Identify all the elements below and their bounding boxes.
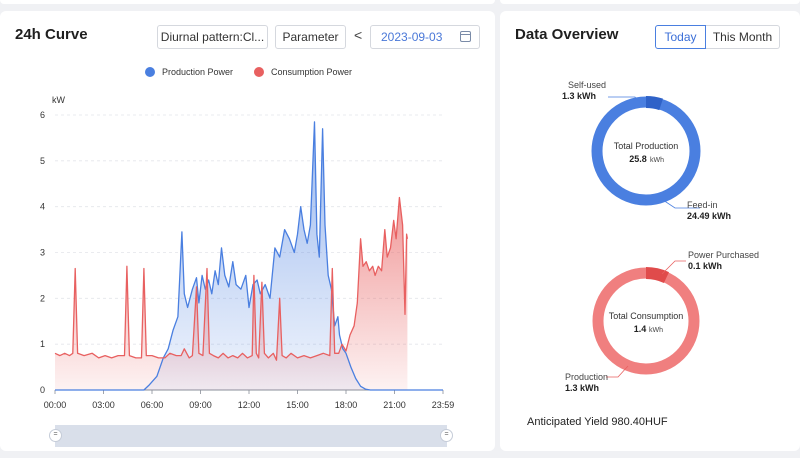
production-center-value: 25.8 (629, 154, 647, 164)
legend-production-label: Production Power (162, 67, 233, 77)
production-ring (591, 96, 701, 206)
overview-donuts: Total Production 25.8 kWh Self-used 1.3 … (562, 80, 759, 393)
date-value: 2023-09-03 (381, 30, 443, 44)
legend-production-marker[interactable] (145, 67, 155, 77)
top-strip (0, 0, 800, 6)
date-picker[interactable]: 2023-09-03 (370, 25, 480, 49)
x-tick-label: 06:00 (141, 400, 164, 410)
purchased-value: 0.1 kWh (688, 261, 722, 271)
legend-consumption-marker[interactable] (254, 67, 264, 77)
y-tick-label: 4 (40, 202, 45, 212)
x-tick-label: 15:00 (286, 400, 309, 410)
tab-this-month[interactable]: This Month (706, 25, 780, 49)
slider-left-handle[interactable]: = (49, 429, 62, 442)
y-tick-label: 1 (40, 339, 45, 349)
chart-legend: Production Power Consumption Power (145, 67, 352, 77)
purchased-label: Power Purchased (688, 250, 759, 260)
self-used-value: 1.3 kWh (562, 91, 596, 101)
x-tick-label: 23:59 (432, 400, 455, 410)
production-area (55, 121, 443, 391)
consumption-center-value: 1.4 (634, 324, 647, 334)
curve-title: 24h Curve (15, 26, 88, 43)
slider-right-handle[interactable]: = (440, 429, 453, 442)
prev-date-button[interactable]: < (354, 27, 363, 43)
production-center-title: Total Production (614, 141, 679, 151)
y-tick-label: 5 (40, 156, 45, 166)
production-value: 1.3 kWh (565, 383, 599, 393)
anticipated-yield: Anticipated Yield 980.40HUF (527, 416, 668, 428)
x-tick-label: 00:00 (44, 400, 67, 410)
time-range-slider[interactable] (55, 425, 447, 447)
y-tick-label: 2 (40, 293, 45, 303)
y-tick-label: 0 (40, 385, 45, 395)
x-tick-label: 03:00 (92, 400, 115, 410)
x-tick-label: 18:00 (335, 400, 358, 410)
diurnal-pattern-button[interactable]: Diurnal pattern:Cl... (157, 25, 268, 49)
tab-today[interactable]: Today (655, 25, 706, 49)
feed-in-leader (659, 197, 700, 209)
overview-title: Data Overview (515, 26, 619, 43)
x-tick-label: 12:00 (238, 400, 261, 410)
production-donut: Total Production 25.8 kWh Self-used 1.3 … (562, 80, 731, 221)
production-leader (606, 365, 629, 378)
production-center-unit: kWh (650, 157, 664, 164)
consumption-area (55, 197, 408, 390)
self-used-arc[interactable] (591, 96, 701, 206)
purchased-leader (661, 260, 686, 275)
consumption-donut: Total Consumption 1.4 kWh Power Purchase… (565, 250, 759, 393)
overview-card: Data Overview Today This Month (500, 11, 800, 451)
parameter-button[interactable]: Parameter (275, 25, 346, 49)
consumption-line[interactable] (54, 196, 409, 361)
y-axis-unit: kW (52, 95, 66, 105)
power-chart: Production Power Consumption Power kW 0 1… (40, 67, 455, 410)
x-tick-label: 21:00 (383, 400, 406, 410)
feed-in-value: 24.49 kWh (687, 211, 731, 221)
production-label: Production (565, 372, 608, 382)
self-used-label: Self-used (568, 80, 606, 90)
legend-consumption-label: Consumption Power (271, 67, 352, 77)
consumption-ring (592, 267, 700, 375)
self-used-leader (608, 96, 641, 104)
y-tick-label: 6 (40, 110, 45, 120)
calendar-icon (460, 31, 471, 42)
y-tick-label: 3 (40, 248, 45, 258)
purchased-arc[interactable] (592, 267, 700, 375)
x-tick-label: 09:00 (189, 400, 212, 410)
consumption-center-unit: kWh (649, 327, 663, 334)
consumption-center-title: Total Consumption (609, 311, 684, 321)
feed-in-label: Feed-in (687, 200, 718, 210)
